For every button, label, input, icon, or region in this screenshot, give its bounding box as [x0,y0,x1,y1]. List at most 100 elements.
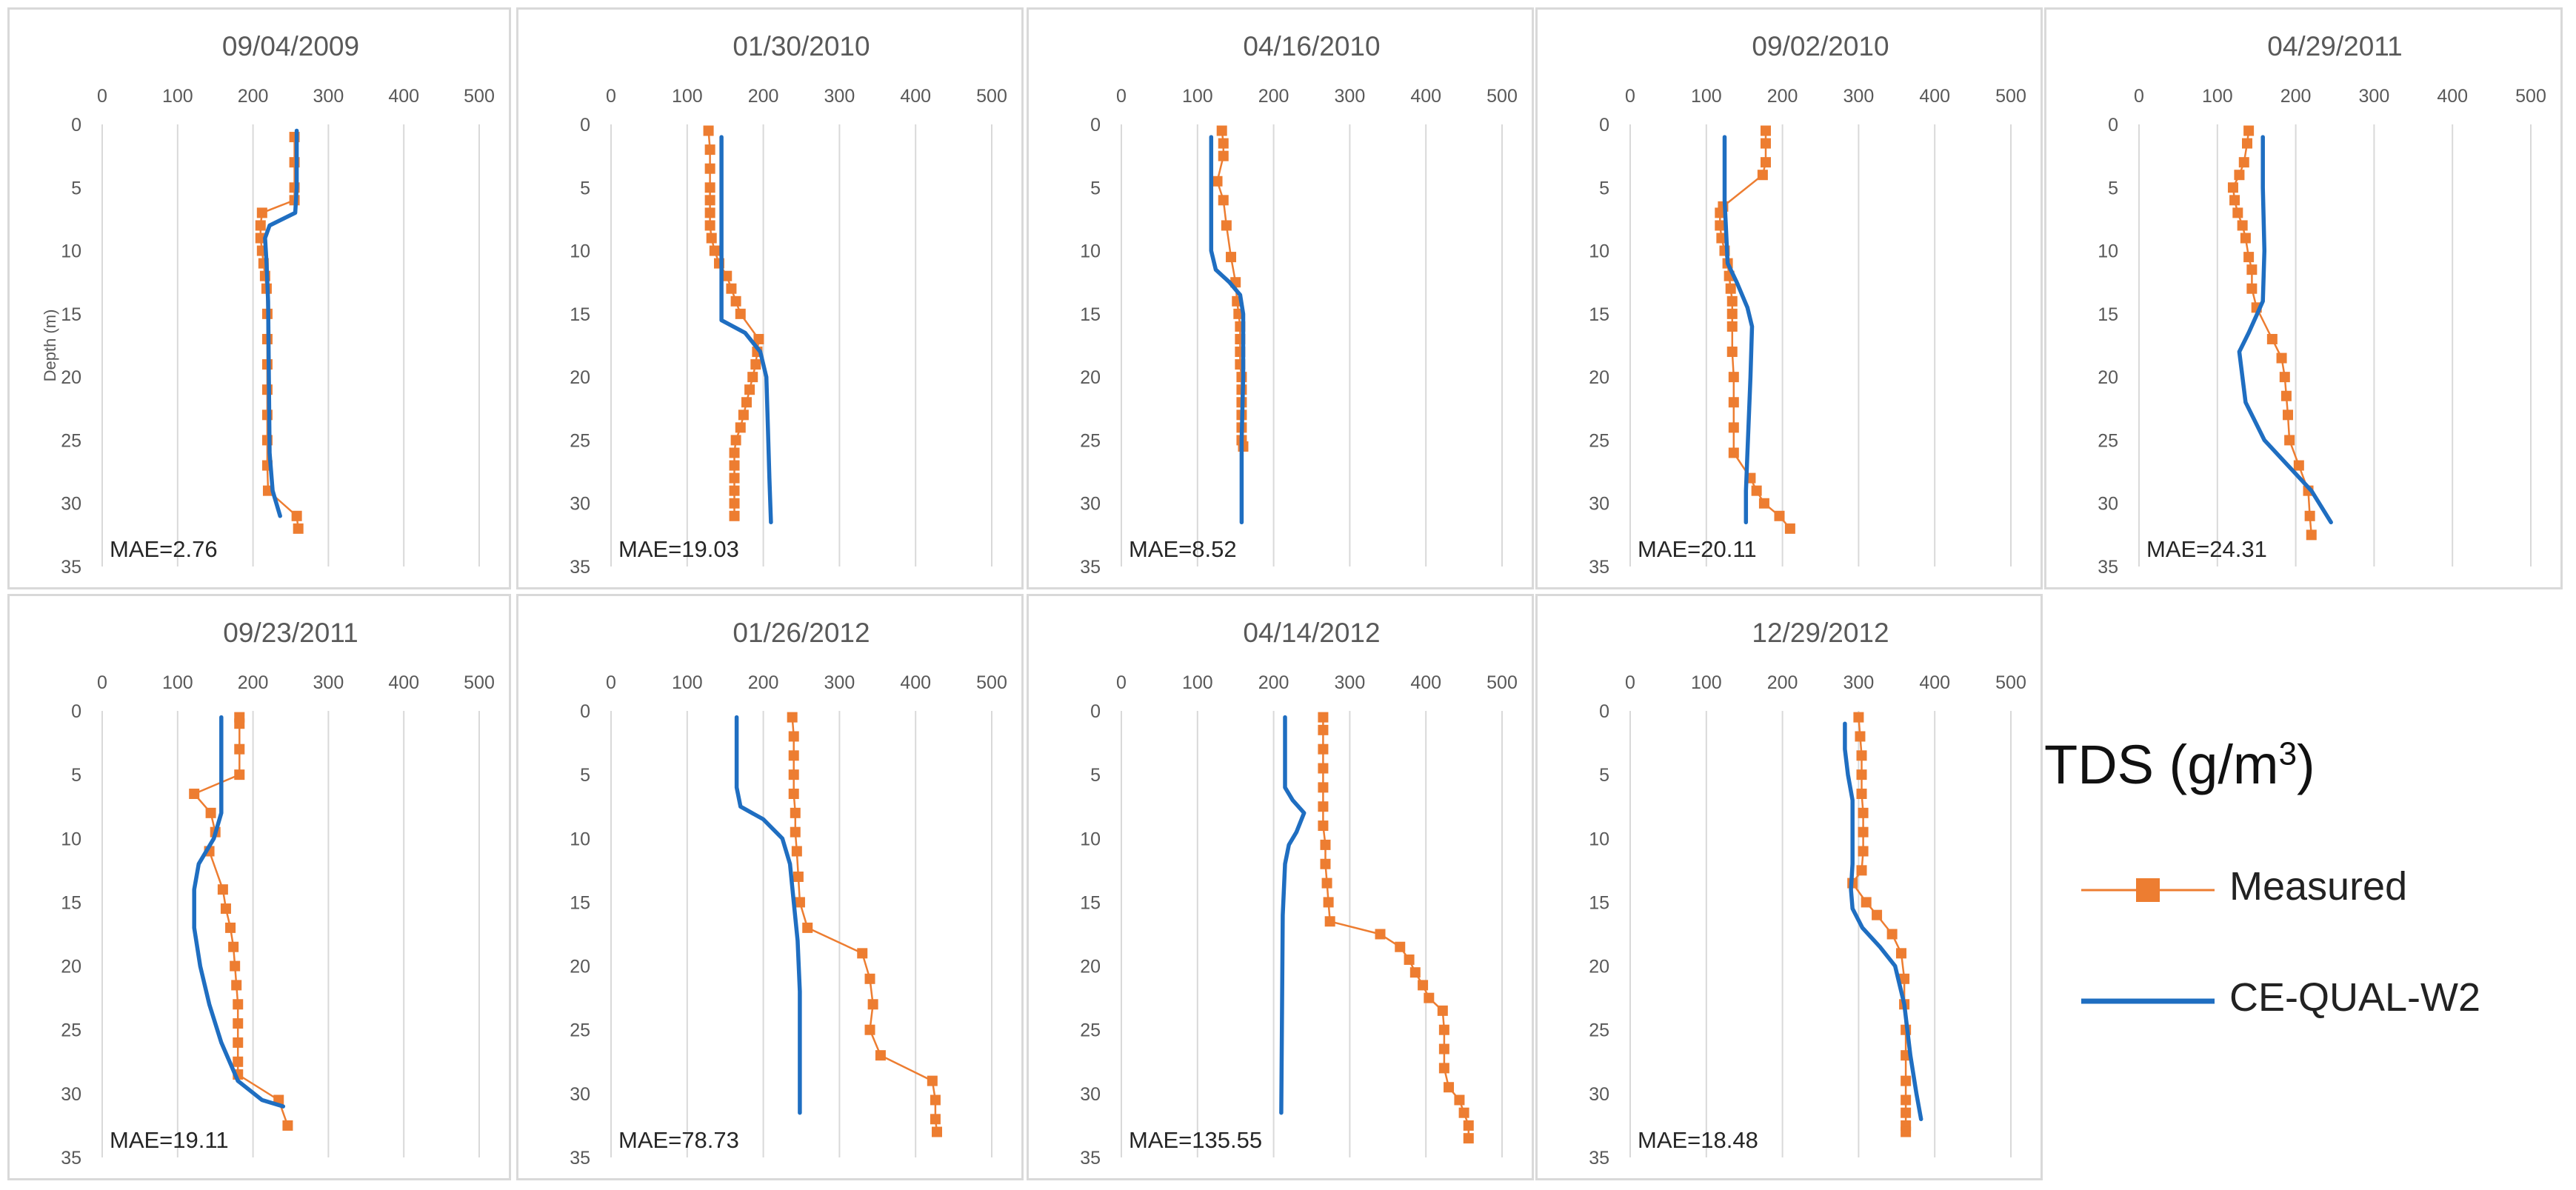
y-tick-label: 5 [71,178,81,198]
measured-point [704,182,715,193]
y-tick-label: 30 [1080,494,1101,515]
measured-point [1318,743,1329,755]
measured-point [1318,801,1329,812]
measured-point [1901,1126,1912,1137]
legend-label-model: CE-QUAL-W2 [2229,975,2481,1020]
x-tick-label: 0 [1625,86,1635,107]
y-tick-label: 5 [1090,178,1101,198]
measured-point [1409,967,1421,978]
measured-point [2243,252,2255,263]
legend-title-end: ) [2297,734,2315,795]
x-tick-label: 200 [2280,86,2312,107]
chart-panel-4: 09/02/2010 0 100 200 300 400 500 0 5 10 15 20 25 30 35… [1535,7,2043,589]
measured-point [1855,731,1866,742]
measured-point [704,195,715,206]
y-tick-label: 20 [1080,957,1101,977]
x-tick-label: 500 [1486,672,1518,693]
y-tick-label: 5 [580,765,590,786]
x-tick-label: 200 [1258,86,1289,107]
y-tick-label: 20 [2098,367,2118,388]
x-tick-label: 500 [1486,86,1518,107]
y-tick-label: 25 [1080,430,1101,451]
chart-panel-3: 04/16/2010 0 100 200 300 400 500 0 5 10 15 20 25 30 35… [1027,7,1534,589]
mae-annotation: MAE=24.31 [2146,536,2267,562]
measured-point [735,422,746,433]
chart-title: 09/02/2010 [1752,31,1889,61]
measured-point [1728,372,1739,383]
measured-point [1728,422,1739,433]
y-tick-label: 35 [61,557,81,578]
y-tick-label: 30 [1080,1084,1101,1105]
measured-point [2304,510,2315,521]
measured-point [741,397,752,408]
measured-point [704,220,715,231]
measured-point [1728,447,1739,458]
measured-point [1784,523,1795,534]
y-tick-label: 10 [570,241,590,262]
x-tick-label: 300 [1335,86,1366,107]
measured-point [730,435,741,446]
measured-point [255,220,266,231]
y-tick-label: 20 [1080,367,1101,388]
mae-annotation: MAE=78.73 [618,1127,739,1153]
legend-title: TDS (g/m3) [2044,733,2315,796]
measured-point [1853,712,1864,723]
y-tick-label: 35 [570,557,590,578]
measured-point [234,743,245,755]
y-tick-label: 10 [1589,829,1609,849]
measured-point [729,460,740,471]
measured-point [1318,712,1329,723]
y-tick-label: 25 [1080,1020,1101,1041]
measured-point [864,973,875,984]
measured-point [802,922,813,933]
measured-point [790,826,801,838]
legend-item-model: CE-QUAL-W2 [2074,970,2563,1029]
measured-point [793,871,804,882]
y-tick-label: 35 [1080,1148,1101,1169]
measured-point [1221,220,1232,231]
x-tick-label: 500 [464,86,495,107]
measured-point [2284,435,2295,446]
measured-point [233,1018,244,1029]
chart-svg: 09/23/2011 0 100 200 300 400 500 0 5 10 15 20 25 30 35… [61,618,495,1169]
x-tick-label: 400 [900,86,931,107]
chart-panel-6: 09/23/2011 0 100 200 300 400 500 0 5 10 15 20 25 30 35… [7,594,511,1180]
measured-point [1375,929,1386,940]
measured-series-line [1322,716,1470,1140]
y-tick-label: 35 [61,1148,81,1169]
model-series-line [1279,715,1307,1115]
chart-svg: 04/14/2012 0 100 200 300 400 500 0 5 10 15 20 25 30 35… [1080,618,1518,1169]
chart-panel-5: 04/29/2011 0 100 200 300 400 500 0 5 10 15 20 25 30 35… [2044,7,2563,589]
measured-point [867,999,878,1010]
measured-point [2280,390,2292,401]
measured-point [2240,233,2251,244]
x-tick-label: 500 [2515,86,2546,107]
measured-point [1899,973,1910,984]
measured-point [729,498,740,509]
x-tick-label: 0 [2134,86,2144,107]
x-tick-label: 300 [1843,86,1875,107]
measured-point [729,485,740,496]
measured-point [230,960,241,972]
y-tick-label: 0 [1090,115,1101,136]
chart-panel-1: 09/04/2009 0 100 200 300 400 500 0 5 10 15 20 25 30 35… [7,7,511,589]
y-tick-label: 30 [1589,494,1609,515]
y-tick-label: 0 [2108,115,2118,136]
mae-annotation: MAE=19.11 [110,1127,229,1153]
y-tick-label: 20 [61,367,81,388]
measured-point [220,903,231,915]
measured-point [750,359,761,370]
measured-point [233,1037,244,1048]
y-axis-title: Depth (m) [41,310,59,382]
x-tick-label: 300 [2359,86,2390,107]
measured-point [231,980,242,991]
y-tick-label: 30 [61,494,81,515]
measured-point [875,1050,886,1061]
model-series-line [734,715,802,1115]
legend-title-sup: 3 [2278,735,2298,772]
measured-point [729,472,740,484]
x-tick-label: 0 [97,86,107,107]
chart-title: 04/14/2012 [1243,618,1380,648]
y-tick-label: 20 [570,367,590,388]
